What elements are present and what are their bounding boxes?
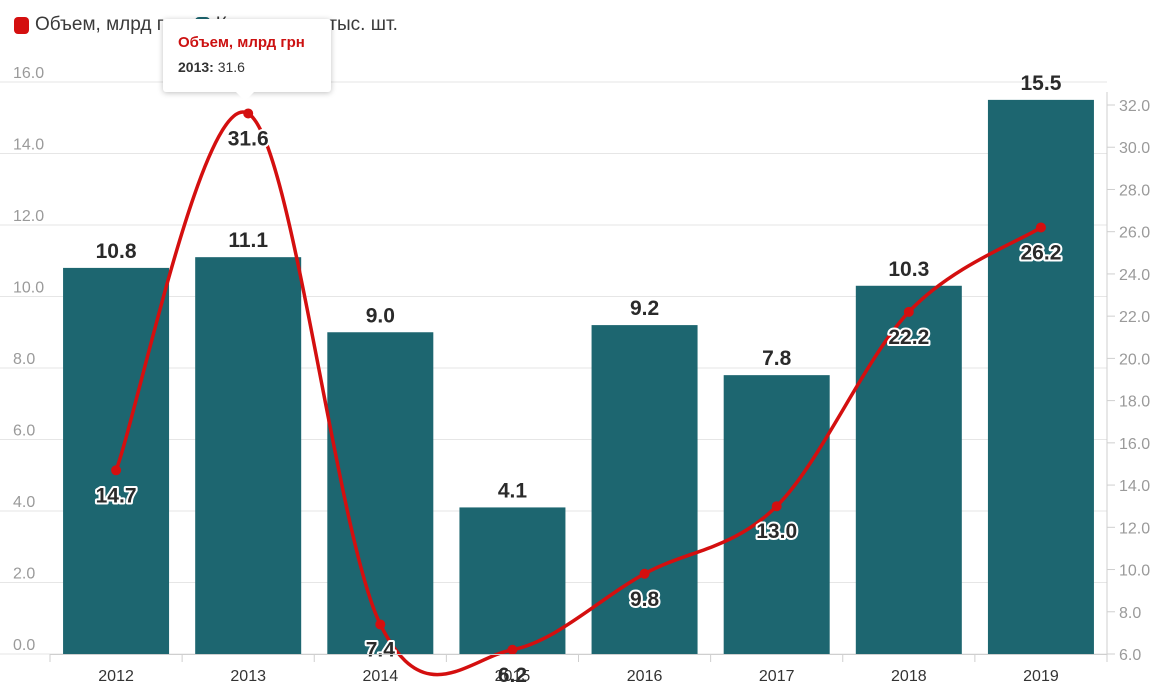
tooltip-year: 2013:	[178, 59, 214, 75]
y-right-tick-label: 26.0	[1119, 225, 1150, 242]
x-tick-label: 2016	[627, 668, 663, 685]
line-value-label: 9.8	[630, 588, 660, 611]
bar-value-label: 10.3	[888, 258, 929, 281]
line-value-label: 13.0	[756, 520, 797, 543]
y-left-tick-label: 12.0	[13, 208, 44, 225]
y-left-tick-label: 16.0	[13, 65, 44, 82]
y-left-tick-label: 8.0	[13, 351, 35, 368]
legend-item-volume[interactable]: Объем, млрд грн	[14, 14, 185, 36]
line-point	[1035, 222, 1046, 233]
right-axis: 6.0 8.0 10.0 12.0 14.0 16.0 18.0 20.0 22.0 24.0 26…	[1106, 92, 1150, 664]
tooltip: Объем, млрд грн 2013: 31.6	[163, 19, 331, 101]
y-right-tick-label: 30.0	[1119, 140, 1150, 157]
x-tick-label: 2012	[98, 668, 134, 685]
line-value-label: 31.6	[228, 127, 269, 150]
line-path	[114, 110, 1042, 677]
y-right-tick-label: 32.0	[1119, 98, 1150, 115]
y-right-tick-label: 24.0	[1119, 267, 1150, 284]
line-point	[375, 619, 386, 630]
y-right-tick-label: 20.0	[1119, 351, 1150, 368]
line-point	[111, 465, 122, 476]
x-tick-label: 2017	[759, 668, 795, 685]
tooltip-title: Объем, млрд грн	[178, 34, 305, 51]
y-right-tick-label: 14.0	[1119, 478, 1150, 495]
bar	[855, 285, 962, 654]
bar-value-label: 7.8	[762, 347, 792, 370]
y-right-tick-label: 8.0	[1119, 605, 1141, 622]
bar-value-label: 15.5	[1021, 72, 1062, 95]
y-right-tick-label: 12.0	[1119, 520, 1150, 537]
legend-swatch-volume	[14, 16, 29, 34]
line-value-label: 7.4	[366, 638, 396, 661]
y-right-tick-label: 28.0	[1119, 182, 1150, 199]
legend-label-volume: Объем, млрд грн	[35, 14, 185, 35]
y-right-tick-label: 16.0	[1119, 436, 1150, 453]
line-point	[903, 306, 914, 317]
bar-value-label: 9.0	[366, 304, 395, 327]
line-series	[111, 108, 1046, 677]
x-tick-label: 2014	[363, 668, 399, 685]
x-tick-label: 2018	[891, 668, 927, 685]
bar-value-label: 11.1	[228, 229, 268, 252]
tooltip-arrow	[235, 91, 255, 101]
data-labels: 10.8 11.1 9.0 4.1 9.2 7.8 10.3 15.5 14.7 31.6 7.4 6…	[94, 72, 1064, 689]
x-tick-label: 2019	[1023, 668, 1059, 685]
y-left-tick-label: 0.0	[13, 637, 35, 654]
y-left-tick-label: 4.0	[13, 494, 35, 511]
line-value-label: 14.7	[96, 484, 137, 507]
y-left-tick-label: 2.0	[13, 566, 35, 583]
bar	[459, 507, 566, 654]
y-right-tick-label: 18.0	[1119, 394, 1150, 411]
bar-value-label: 9.2	[630, 297, 659, 320]
y-left-tick-label: 6.0	[13, 423, 35, 440]
line-value-label: 22.2	[888, 326, 929, 349]
line-value-label: 6.2	[498, 664, 527, 685]
bar-value-label: 4.1	[498, 479, 528, 502]
bar	[591, 325, 698, 654]
y-left-tick-label: 10.0	[13, 280, 44, 297]
tooltip-value: 31.6	[217, 59, 245, 75]
bar-value-label: 10.8	[96, 240, 137, 263]
y-right-tick-label: 10.0	[1119, 563, 1150, 580]
y-right-tick-label: 22.0	[1119, 309, 1150, 326]
line-point	[771, 501, 782, 512]
x-tick-label: 2015	[495, 668, 531, 685]
bar	[195, 257, 302, 654]
bar	[987, 99, 1094, 654]
y-left-tick-label: 14.0	[13, 137, 44, 154]
x-tick-label: 2013	[230, 668, 266, 685]
line-value-label: 26.2	[1021, 241, 1062, 264]
line-point	[243, 108, 254, 119]
bar	[63, 267, 170, 654]
line-point	[507, 644, 518, 655]
left-axis: 0.0 2.0 4.0 6.0 8.0 10.0 12.0 14.0 16.0	[13, 65, 44, 654]
y-right-tick-label: 6.0	[1119, 647, 1141, 664]
tooltip-body: 2013: 31.6	[178, 59, 245, 75]
bar	[723, 375, 830, 654]
bar-series	[63, 99, 1094, 654]
line-point	[639, 568, 650, 579]
x-axis: 2012 2013 2014 2015 2016 2017 2018 2019	[49, 654, 1108, 685]
